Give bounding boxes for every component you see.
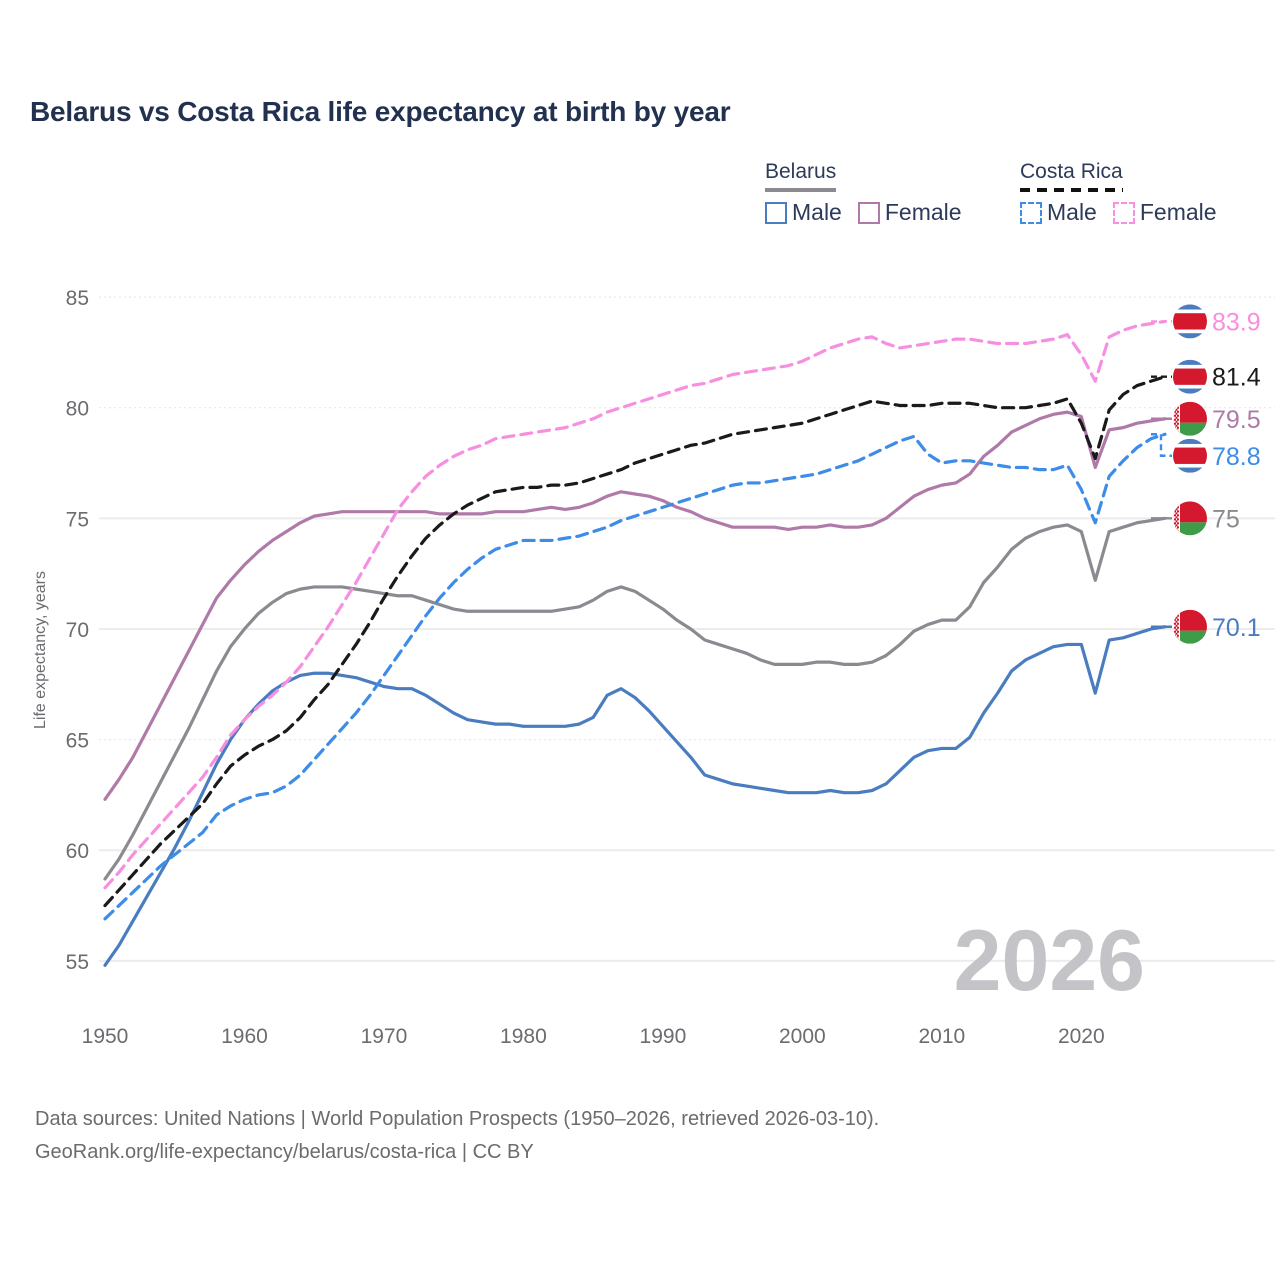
- legend-item-belarus-male[interactable]: Male: [765, 199, 842, 226]
- page-title: Belarus vs Costa Rica life expectancy at…: [30, 96, 731, 127]
- x-tick-label: 1950: [82, 1025, 129, 1048]
- plot-area: 55 60 65 70 75 80 85 2026 1950 1960 1970 1980 1990…: [0, 255, 1280, 1055]
- legend-rule-costa-rica: [1020, 188, 1123, 192]
- legend-label-belarus-male: Male: [792, 199, 842, 225]
- series-line-costa-rica-female: [103, 319, 1167, 890]
- end-markers: 83.9 81.4 79.5 78.8 75 70.1: [1151, 304, 1261, 644]
- legend-group-costa-rica: Costa Rica Male Female: [1020, 160, 1217, 226]
- series-line-belarus-female: [103, 410, 1167, 801]
- y-axis-labels: 55 60 65 70 75 80 85: [66, 287, 89, 974]
- legend-country-belarus: Belarus: [765, 160, 837, 183]
- flag-icon-belarus: [1173, 401, 1207, 436]
- flag-icon-costa-rica: [1173, 359, 1207, 394]
- y-tick-label: 65: [66, 730, 89, 753]
- x-tick-label: 1980: [500, 1025, 547, 1048]
- end-value-label: 81.4: [1212, 364, 1261, 392]
- flag-icon-belarus: [1173, 501, 1207, 536]
- legend-item-belarus-female[interactable]: Female: [857, 199, 962, 226]
- end-value-label: 83.9: [1212, 308, 1261, 336]
- year-watermark: 2026: [954, 913, 1145, 1009]
- end-value-label: 78.8: [1212, 443, 1261, 471]
- end-value-label: 79.5: [1212, 406, 1261, 434]
- series-line-costa-rica-male: [103, 432, 1167, 921]
- y-tick-label: 80: [66, 398, 89, 421]
- footer-line-1: Data sources: United Nations | World Pop…: [35, 1108, 880, 1130]
- legend-rule-belarus: [765, 188, 837, 192]
- series-line-costa-rica-total: [103, 375, 1167, 908]
- legend-country-costa-rica: Costa Rica: [1020, 160, 1123, 183]
- y-tick-label: 85: [66, 287, 89, 310]
- flag-icon-belarus: [1173, 609, 1207, 644]
- footer-line-2: GeoRank.org/life-expectancy/belarus/cost…: [35, 1141, 534, 1163]
- y-tick-label: 60: [66, 840, 89, 863]
- x-tick-label: 1960: [221, 1025, 268, 1048]
- legend-swatch-icon: [1112, 201, 1135, 224]
- legend-label-costa-rica-female: Female: [1139, 199, 1217, 225]
- flag-icon-costa-rica: [1173, 438, 1207, 473]
- legend-label-belarus-female: Female: [884, 199, 962, 225]
- gridlines: [99, 296, 1275, 962]
- watermark-year: 2026: [954, 913, 1145, 1009]
- y-axis-title: Life expectancy, years: [32, 571, 49, 729]
- legend-label-costa-rica-male: Male: [1047, 199, 1097, 225]
- y-tick-label: 70: [66, 619, 89, 642]
- x-axis-labels: 1950 1960 1970 1980 1990 2000 2010 2020: [82, 1025, 1105, 1048]
- x-tick-label: 2010: [918, 1025, 965, 1048]
- y-tick-label: 55: [66, 951, 89, 974]
- y-tick-label: 75: [66, 508, 89, 531]
- legend-swatch-icon: [1020, 201, 1042, 224]
- legend-swatch-icon: [857, 201, 880, 224]
- end-leader-line: [1151, 433, 1172, 457]
- series-line-belarus-total: [103, 516, 1167, 881]
- y-axis-title: Life expectancy, years: [32, 571, 49, 729]
- legend-swatch-icon: [765, 201, 787, 224]
- end-value-label: 70.1: [1212, 614, 1261, 642]
- line-chart: 55 60 65 70 75 80 85 2026 1950 1960 1970 1980 1990…: [32, 287, 1275, 1048]
- flag-icon-costa-rica: [1173, 304, 1207, 339]
- legend-item-costa-rica-female[interactable]: Female: [1112, 199, 1217, 226]
- legend-group-belarus: Belarus Male Female: [765, 160, 962, 226]
- x-tick-label: 1990: [640, 1025, 687, 1048]
- x-tick-label: 2020: [1058, 1025, 1105, 1048]
- chart-legend: Belarus Male Female Costa Rica: [755, 160, 1250, 240]
- footer: Data sources: United Nations | World Pop…: [35, 1103, 1235, 1169]
- x-tick-label: 1970: [361, 1025, 408, 1048]
- legend-item-costa-rica-male[interactable]: Male: [1020, 199, 1097, 226]
- series-lines: [103, 319, 1167, 967]
- end-value-label: 75: [1212, 505, 1240, 533]
- x-tick-label: 2000: [779, 1025, 826, 1048]
